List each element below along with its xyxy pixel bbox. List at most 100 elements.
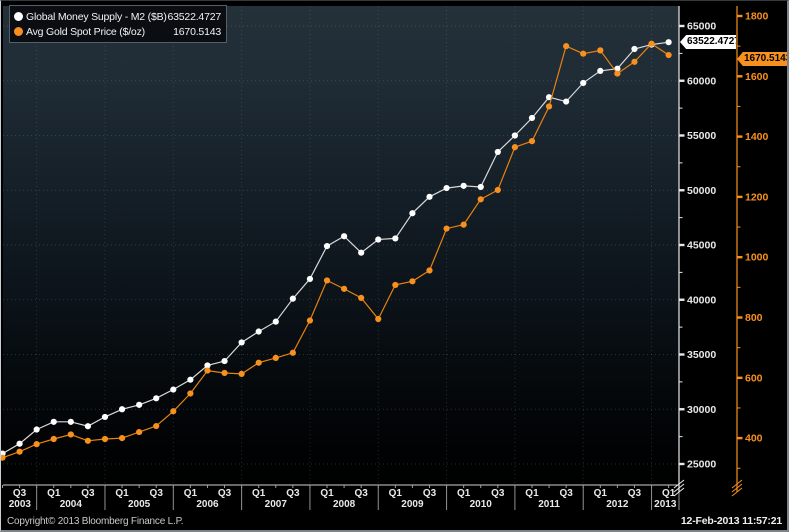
x-axis-quarter-label: Q1	[525, 488, 539, 499]
data-point-gold	[50, 435, 57, 443]
data-point-m2	[50, 418, 57, 425]
legend-item-m2[interactable]: Global Money Supply - M2 ($B) 63522.4727	[14, 9, 221, 24]
data-point-m2	[494, 148, 501, 156]
data-point-m2	[443, 184, 450, 192]
m2-axis-end-hatch	[673, 487, 685, 497]
data-point-gold	[631, 58, 638, 65]
data-point-m2	[323, 242, 331, 250]
data-point-gold	[84, 437, 91, 444]
x-axis-quarter-label: Q3	[559, 488, 573, 499]
data-point-gold	[358, 294, 365, 302]
x-axis-year-label: 2006	[196, 499, 219, 510]
x-axis-quarter-label: Q1	[594, 488, 608, 499]
m2-axis-end-hatch	[673, 483, 685, 493]
footer-bar: Copyright© 2013 Bloomberg Finance L.P. 1…	[1, 513, 787, 529]
data-point-m2	[118, 406, 126, 413]
x-axis-quarter-label: Q1	[320, 488, 334, 499]
x-axis-quarter-label: Q1	[47, 488, 61, 499]
data-point-m2	[614, 65, 621, 72]
data-point-m2	[204, 362, 211, 369]
x-axis-quarter-label: Q3	[491, 488, 505, 499]
data-point-m2	[153, 395, 160, 402]
x-axis-year-label: 2003	[9, 499, 32, 510]
data-point-gold	[545, 103, 553, 110]
data-point-gold	[33, 441, 40, 448]
data-point-m2	[341, 233, 348, 240]
data-point-m2	[631, 45, 638, 53]
data-point-gold	[153, 422, 160, 430]
copyright-text: Copyright© 2013 Bloomberg Finance L.P.	[7, 515, 184, 527]
legend-item-gold[interactable]: Avg Gold Spot Price ($/oz) 1670.5143	[14, 24, 221, 39]
plot-area[interactable]	[3, 6, 679, 485]
data-point-gold	[597, 47, 604, 54]
gold-axis-tick-label: 1200	[745, 191, 769, 203]
data-point-m2	[409, 210, 416, 217]
data-point-gold	[614, 70, 621, 77]
x-axis-year-label: 2012	[606, 499, 629, 510]
data-point-m2	[84, 423, 91, 430]
x-axis-quarter-label: Q3	[628, 488, 642, 499]
data-point-gold	[204, 367, 211, 374]
x-axis-quarter-label: Q1	[662, 488, 676, 499]
x-axis-quarter-label: Q3	[13, 488, 27, 499]
data-point-m2	[392, 235, 399, 242]
data-point-gold	[563, 43, 570, 50]
data-point-m2	[460, 182, 467, 189]
x-axis-year-label: 2007	[265, 499, 288, 510]
data-point-m2	[563, 98, 570, 105]
x-axis-year-label: 2010	[470, 499, 493, 510]
m2-axis-tick-label: 35000	[687, 349, 716, 361]
data-point-gold	[580, 50, 587, 57]
m2-axis-tick-label: 65000	[687, 21, 716, 33]
m2-series-marker-icon	[14, 12, 23, 21]
x-axis-year-label: 2004	[60, 499, 83, 510]
x-axis-year-label: 2005	[128, 499, 151, 510]
data-point-gold	[170, 408, 177, 415]
data-point-gold	[392, 281, 399, 289]
data-point-gold	[67, 431, 74, 438]
data-point-gold	[272, 354, 279, 362]
x-axis-quarter-label: Q1	[115, 488, 129, 499]
data-point-gold	[648, 40, 655, 47]
gold-axis-tick-label: 1600	[745, 71, 769, 83]
x-axis-year-label: 2009	[401, 499, 424, 510]
data-point-m2	[101, 413, 109, 421]
series-line-m2	[2, 41, 669, 455]
data-point-gold	[665, 51, 672, 59]
data-point-gold	[494, 186, 501, 194]
x-axis-quarter-label: Q3	[150, 488, 164, 499]
gold-axis-end-hatch	[731, 479, 743, 489]
legend-value-m2: 63522.4727	[167, 10, 222, 23]
data-point-gold	[101, 435, 109, 443]
data-point-gold	[409, 278, 416, 285]
x-axis-quarter-label: Q3	[81, 488, 95, 499]
data-point-gold	[375, 315, 382, 323]
data-point-m2	[580, 79, 587, 87]
x-axis-quarter-label: Q3	[355, 488, 369, 499]
last-value-tag-m2: 63522.4727	[680, 35, 736, 49]
data-point-gold	[477, 196, 484, 203]
data-point-gold	[136, 428, 143, 436]
data-point-gold	[187, 390, 194, 397]
m2-axis-tick-label: 40000	[687, 294, 716, 306]
data-point-m2	[528, 114, 536, 122]
data-point-gold	[238, 370, 245, 377]
m2-axis-end-hatch	[673, 479, 685, 489]
data-point-m2	[665, 39, 672, 46]
gold-axis-tick-label: 800	[745, 312, 763, 324]
data-point-gold	[289, 349, 296, 356]
data-point-gold	[460, 221, 467, 228]
gold-axis-tick-label: 1000	[745, 252, 769, 264]
data-point-m2	[289, 295, 296, 302]
data-point-m2	[306, 275, 314, 283]
data-point-m2	[375, 236, 382, 243]
data-point-m2	[477, 183, 484, 191]
x-axis-quarter-label: Q1	[457, 488, 471, 499]
x-axis-quarter-label: Q1	[252, 488, 266, 499]
gold-axis-end-hatch	[731, 483, 743, 493]
timestamp: 12-Feb-2013 11:57:21	[680, 515, 782, 527]
x-axis-year-label: 2011	[538, 499, 560, 510]
x-axis-quarter-label: Q1	[184, 488, 198, 499]
